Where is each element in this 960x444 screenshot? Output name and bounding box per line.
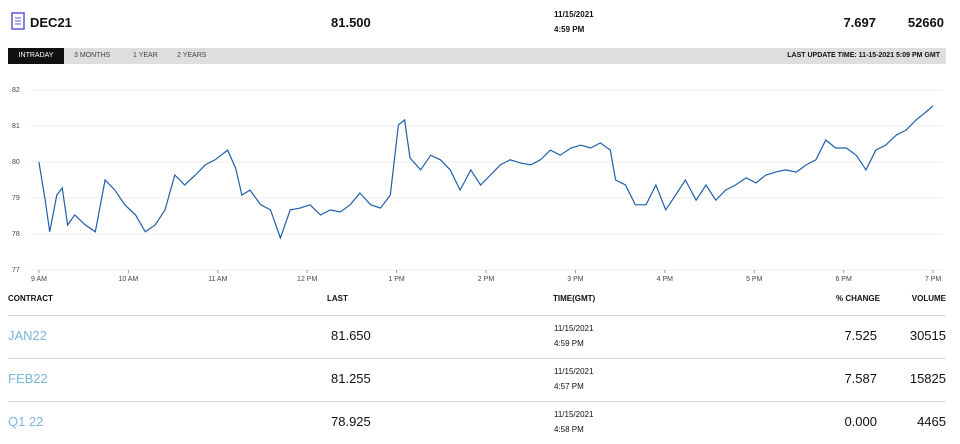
contract: DEC21	[30, 15, 72, 30]
column-header: TIME(GMT)	[553, 294, 596, 303]
y-tick-label: 82	[12, 87, 20, 94]
time: 4:58 PM	[554, 425, 584, 434]
time: 4:59 PM	[554, 339, 584, 348]
contract-link[interactable]: FEB22	[8, 371, 48, 386]
volume: 52660	[907, 15, 944, 30]
column-header: % CHANGE	[835, 294, 880, 303]
last: 81.255	[331, 371, 371, 386]
x-tick-label: 7 PM	[925, 276, 942, 283]
x-tick-label: 10 AM	[118, 276, 138, 283]
tab[interactable]: 3 MONTHS	[74, 52, 111, 59]
contract-icon	[11, 12, 25, 30]
date: 11/15/2021	[554, 10, 594, 19]
last-price: 81.500	[331, 15, 371, 30]
y-tick-label: 80	[12, 159, 20, 166]
tab[interactable]: 2 YEARS	[177, 52, 207, 59]
y-tick-label: 78	[12, 231, 20, 238]
last-update: LAST UPDATE TIME: 11-15-2021 5:09 PM GMT	[787, 52, 940, 59]
tab[interactable]: 1 YEAR	[133, 52, 158, 59]
contract-link[interactable]: Q1 22	[8, 414, 44, 429]
row-separator	[8, 401, 946, 402]
x-tick-label: 9 AM	[31, 276, 47, 283]
time: 4:59 PM	[554, 25, 585, 34]
x-tick-label: 1 PM	[388, 276, 405, 283]
chart: 77 78 79 80 81 82 9 AM 10 AM 11 AM 12 PM 1 PM 2 PM 3…	[12, 87, 942, 283]
volume: 4465	[917, 414, 946, 429]
date: 11/15/2021	[554, 324, 594, 333]
tab-bar	[8, 48, 946, 64]
last: 78.925	[331, 414, 371, 429]
row-separator	[8, 315, 946, 316]
change: 0.000	[844, 414, 877, 429]
x-tick-label: 6 PM	[835, 276, 852, 283]
last: 81.650	[331, 328, 371, 343]
date: 11/15/2021	[554, 410, 594, 419]
contract-link[interactable]: JAN22	[8, 328, 48, 343]
time: 4:57 PM	[554, 382, 584, 391]
date: 11/15/2021	[554, 367, 594, 376]
column-header: LAST	[327, 294, 348, 303]
row-separator	[8, 358, 946, 359]
y-tick-label: 81	[12, 123, 20, 130]
volume: 30515	[909, 328, 946, 343]
x-tick-label: 5 PM	[746, 276, 763, 283]
y-tick-label: 77	[12, 267, 20, 274]
price-line	[38, 105, 934, 240]
column-header: VOLUME	[911, 294, 946, 303]
x-tick-label: 3 PM	[567, 276, 584, 283]
x-tick-label: 12 PM	[297, 276, 317, 283]
column-header: CONTRACT	[8, 294, 53, 303]
x-tick-label: 2 PM	[478, 276, 495, 283]
change: 7.697	[843, 15, 876, 30]
change: 7.525	[844, 328, 877, 343]
y-tick-label: 79	[12, 195, 20, 202]
x-tick-label: 4 PM	[657, 276, 674, 283]
volume: 15825	[909, 371, 946, 386]
change: 7.587	[844, 371, 877, 386]
x-tick-label: 11 AM	[208, 276, 227, 283]
tab[interactable]: INTRADAY	[8, 48, 64, 64]
